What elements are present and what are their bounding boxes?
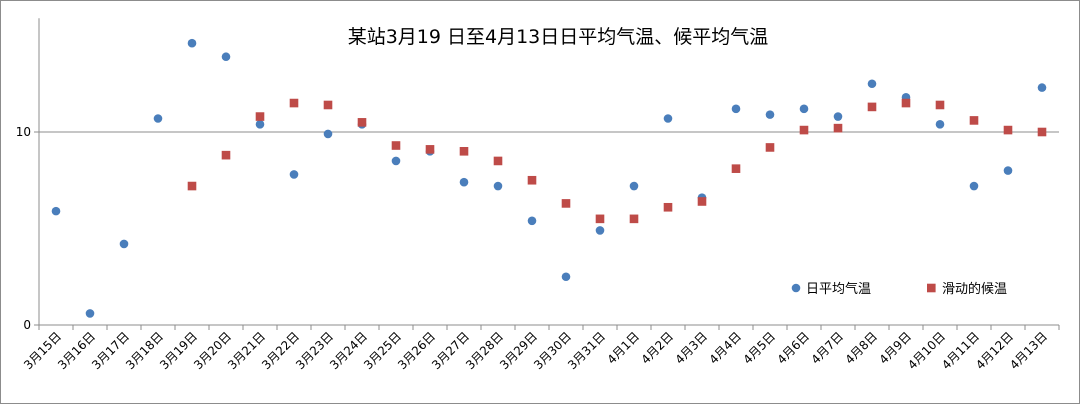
point-daily-temp	[527, 216, 537, 226]
point-daily-temp	[799, 104, 809, 114]
x-tick-label: 4月7日	[808, 329, 846, 367]
point-daily-temp	[935, 119, 945, 129]
x-tick-label: 3月31日	[565, 329, 608, 372]
point-moving-avg	[1003, 125, 1013, 135]
point-daily-temp	[867, 79, 877, 89]
point-daily-temp	[629, 181, 639, 191]
point-moving-avg	[391, 141, 401, 150]
chart-title: 某站3月19 日至4月13日日平均气温、候平均气温	[348, 26, 769, 48]
point-moving-avg	[1037, 127, 1047, 137]
point-daily-temp	[1037, 83, 1047, 92]
point-daily-temp	[85, 309, 95, 318]
point-moving-avg	[629, 214, 639, 224]
point-daily-temp	[459, 177, 469, 187]
axes: 0 10	[16, 18, 1060, 332]
point-moving-avg	[561, 199, 571, 208]
x-tick-label: 4月8日	[842, 329, 880, 367]
point-moving-avg	[765, 143, 775, 152]
point-daily-temp	[289, 170, 299, 179]
point-moving-avg	[731, 164, 741, 173]
point-moving-avg	[357, 118, 367, 127]
point-daily-temp	[663, 114, 673, 123]
x-tick-label: 4月1日	[604, 329, 642, 367]
legend-marker-daily	[791, 283, 801, 293]
point-daily-temp	[1003, 166, 1013, 175]
x-tick-label: 4月5日	[740, 329, 778, 367]
point-moving-avg	[459, 147, 469, 156]
point-moving-avg	[187, 181, 197, 191]
point-daily-temp	[833, 112, 843, 121]
point-daily-temp	[391, 156, 401, 166]
legend: 日平均气温 滑动的候温	[791, 281, 1007, 297]
point-moving-avg	[867, 102, 877, 112]
point-moving-avg	[289, 98, 299, 108]
point-moving-avg	[799, 125, 809, 135]
point-daily-temp	[323, 129, 333, 139]
x-tick-label: 4月2日	[638, 329, 676, 367]
legend-label-daily: 日平均气温	[806, 281, 871, 297]
point-moving-avg	[425, 145, 435, 154]
point-daily-temp	[493, 181, 503, 191]
point-moving-avg	[323, 100, 333, 110]
point-moving-avg	[969, 116, 979, 125]
point-daily-temp	[255, 119, 265, 129]
point-daily-temp	[153, 114, 163, 123]
point-moving-avg	[527, 175, 537, 185]
x-tick-label: 4月13日	[1007, 329, 1050, 372]
point-moving-avg	[221, 150, 231, 160]
point-moving-avg	[663, 202, 673, 212]
point-moving-avg	[901, 98, 911, 108]
point-moving-avg	[493, 156, 503, 166]
y-tick-label: 0	[23, 318, 31, 332]
point-daily-temp	[765, 110, 775, 119]
point-daily-temp	[51, 206, 61, 216]
point-moving-avg	[595, 214, 605, 224]
x-tick-label: 4月3日	[672, 329, 710, 367]
point-daily-temp	[119, 239, 129, 249]
y-tick-label: 10	[16, 125, 31, 139]
point-moving-avg	[935, 100, 945, 110]
x-tick-labels: 3月15日3月16日3月17日3月18日3月19日3月20日3月21日3月22日…	[21, 329, 1050, 372]
point-daily-temp	[595, 226, 605, 235]
point-moving-avg	[255, 112, 265, 121]
point-moving-avg	[697, 197, 707, 206]
point-moving-avg	[833, 123, 843, 133]
x-tick-label: 4月6日	[774, 329, 812, 367]
point-daily-temp	[561, 272, 571, 282]
x-tick-label: 4月4日	[706, 329, 744, 367]
point-daily-temp	[221, 52, 231, 62]
legend-label-moving: 滑动的候温	[942, 281, 1007, 297]
legend-marker-moving	[927, 283, 936, 293]
point-daily-temp	[187, 38, 197, 48]
point-daily-temp	[969, 181, 979, 191]
data-marks	[51, 38, 1047, 318]
point-daily-temp	[731, 104, 741, 114]
